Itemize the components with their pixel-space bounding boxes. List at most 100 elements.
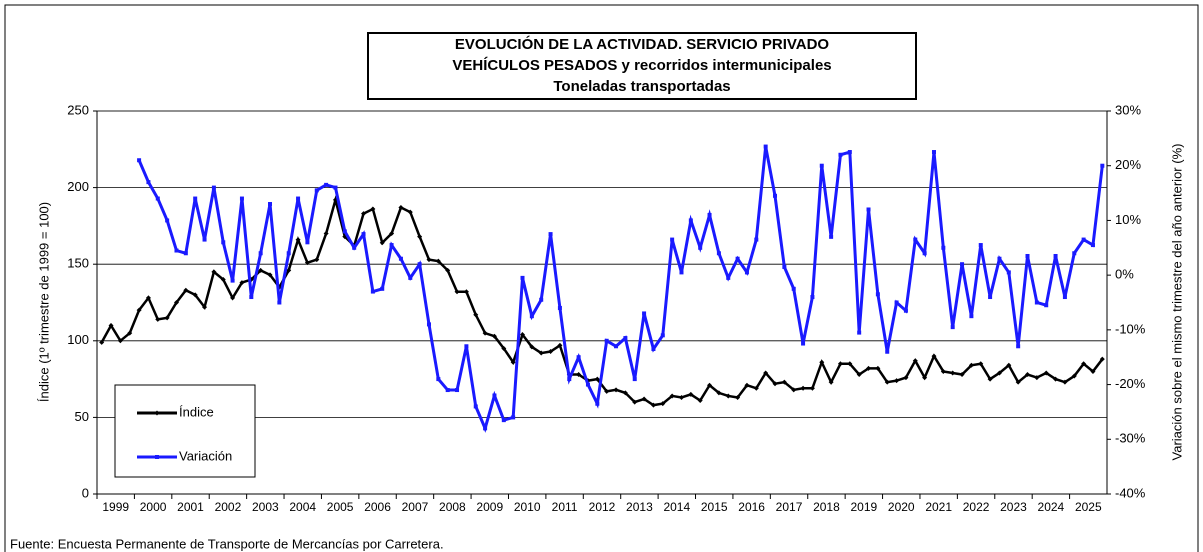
marker [753, 385, 759, 391]
marker [950, 325, 955, 330]
marker [379, 240, 385, 246]
marker [726, 275, 731, 280]
y-tick-label: 200 [67, 179, 89, 194]
marker [1006, 362, 1012, 368]
marker [1090, 368, 1096, 374]
marker [604, 388, 610, 394]
marker [1016, 344, 1021, 349]
marker [380, 286, 385, 291]
x-tick-label: 1999 [102, 500, 129, 514]
marker [296, 196, 301, 201]
marker [641, 396, 647, 402]
marker [791, 286, 796, 291]
y2-axis-label: Variación sobre el mismo trimestre del a… [1169, 144, 1184, 461]
marker [1043, 370, 1049, 376]
marker [857, 330, 862, 335]
title-box [367, 32, 917, 100]
marker [352, 245, 357, 250]
marker [1081, 237, 1086, 242]
marker [108, 322, 114, 328]
marker [660, 333, 665, 338]
marker [931, 353, 937, 359]
marker [828, 379, 834, 385]
y2-tick-label: 30% [1115, 102, 1141, 117]
marker [1034, 375, 1040, 381]
marker [604, 338, 609, 343]
marker [370, 206, 376, 212]
marker [576, 372, 582, 378]
legend-label: Índice [179, 404, 214, 419]
marker [754, 237, 759, 242]
x-tick-label: 2022 [963, 500, 990, 514]
marker [99, 339, 105, 345]
marker [576, 355, 581, 360]
marker [398, 256, 403, 261]
marker [127, 330, 133, 336]
marker [389, 231, 395, 237]
marker [987, 376, 993, 382]
y-tick-label: 250 [67, 102, 89, 117]
marker [679, 270, 684, 275]
marker [894, 300, 899, 305]
marker [959, 372, 965, 378]
marker [781, 379, 787, 385]
x-tick-label: 2015 [701, 500, 728, 514]
marker [978, 361, 984, 367]
marker [492, 393, 497, 398]
marker [632, 377, 637, 382]
marker [202, 237, 207, 242]
marker [520, 332, 526, 338]
marker [688, 218, 693, 223]
marker [931, 150, 936, 155]
marker [408, 275, 413, 280]
marker [211, 269, 217, 275]
marker [117, 338, 123, 344]
marker [1025, 253, 1030, 258]
marker [454, 289, 460, 295]
marker [463, 289, 469, 295]
marker [361, 232, 366, 237]
marker [716, 251, 721, 256]
marker [557, 342, 563, 348]
x-tick-label: 2003 [252, 500, 279, 514]
x-tick-label: 2023 [1000, 500, 1027, 514]
marker [772, 381, 778, 387]
legend-marker [155, 455, 159, 459]
y-tick-label: 50 [75, 409, 89, 424]
marker [903, 308, 908, 313]
marker [529, 314, 534, 319]
marker [819, 359, 825, 365]
y2-tick-label: -20% [1115, 376, 1146, 391]
marker [155, 316, 161, 322]
marker [342, 229, 347, 234]
marker [1062, 295, 1067, 300]
marker [314, 257, 320, 263]
marker [426, 322, 431, 327]
marker [1071, 373, 1077, 379]
marker [455, 388, 460, 393]
marker [491, 333, 497, 339]
x-tick-label: 2007 [402, 500, 429, 514]
marker [417, 234, 423, 240]
marker [622, 390, 628, 396]
marker [268, 202, 273, 207]
marker [277, 300, 282, 305]
y2-tick-label: -10% [1115, 321, 1146, 336]
marker [940, 368, 946, 374]
x-tick-label: 2016 [738, 500, 765, 514]
marker [1100, 163, 1105, 168]
x-tick-label: 2017 [776, 500, 803, 514]
marker [445, 267, 451, 273]
marker [837, 361, 843, 367]
marker [698, 245, 703, 250]
marker [688, 391, 694, 397]
marker [407, 209, 413, 215]
marker [286, 251, 291, 256]
marker [632, 399, 638, 405]
marker [941, 245, 946, 250]
marker [800, 385, 806, 391]
x-tick-label: 2012 [589, 500, 616, 514]
chart-title: Toneladas transportadas [553, 78, 730, 95]
y-tick-label: 100 [67, 332, 89, 347]
marker [763, 370, 769, 376]
